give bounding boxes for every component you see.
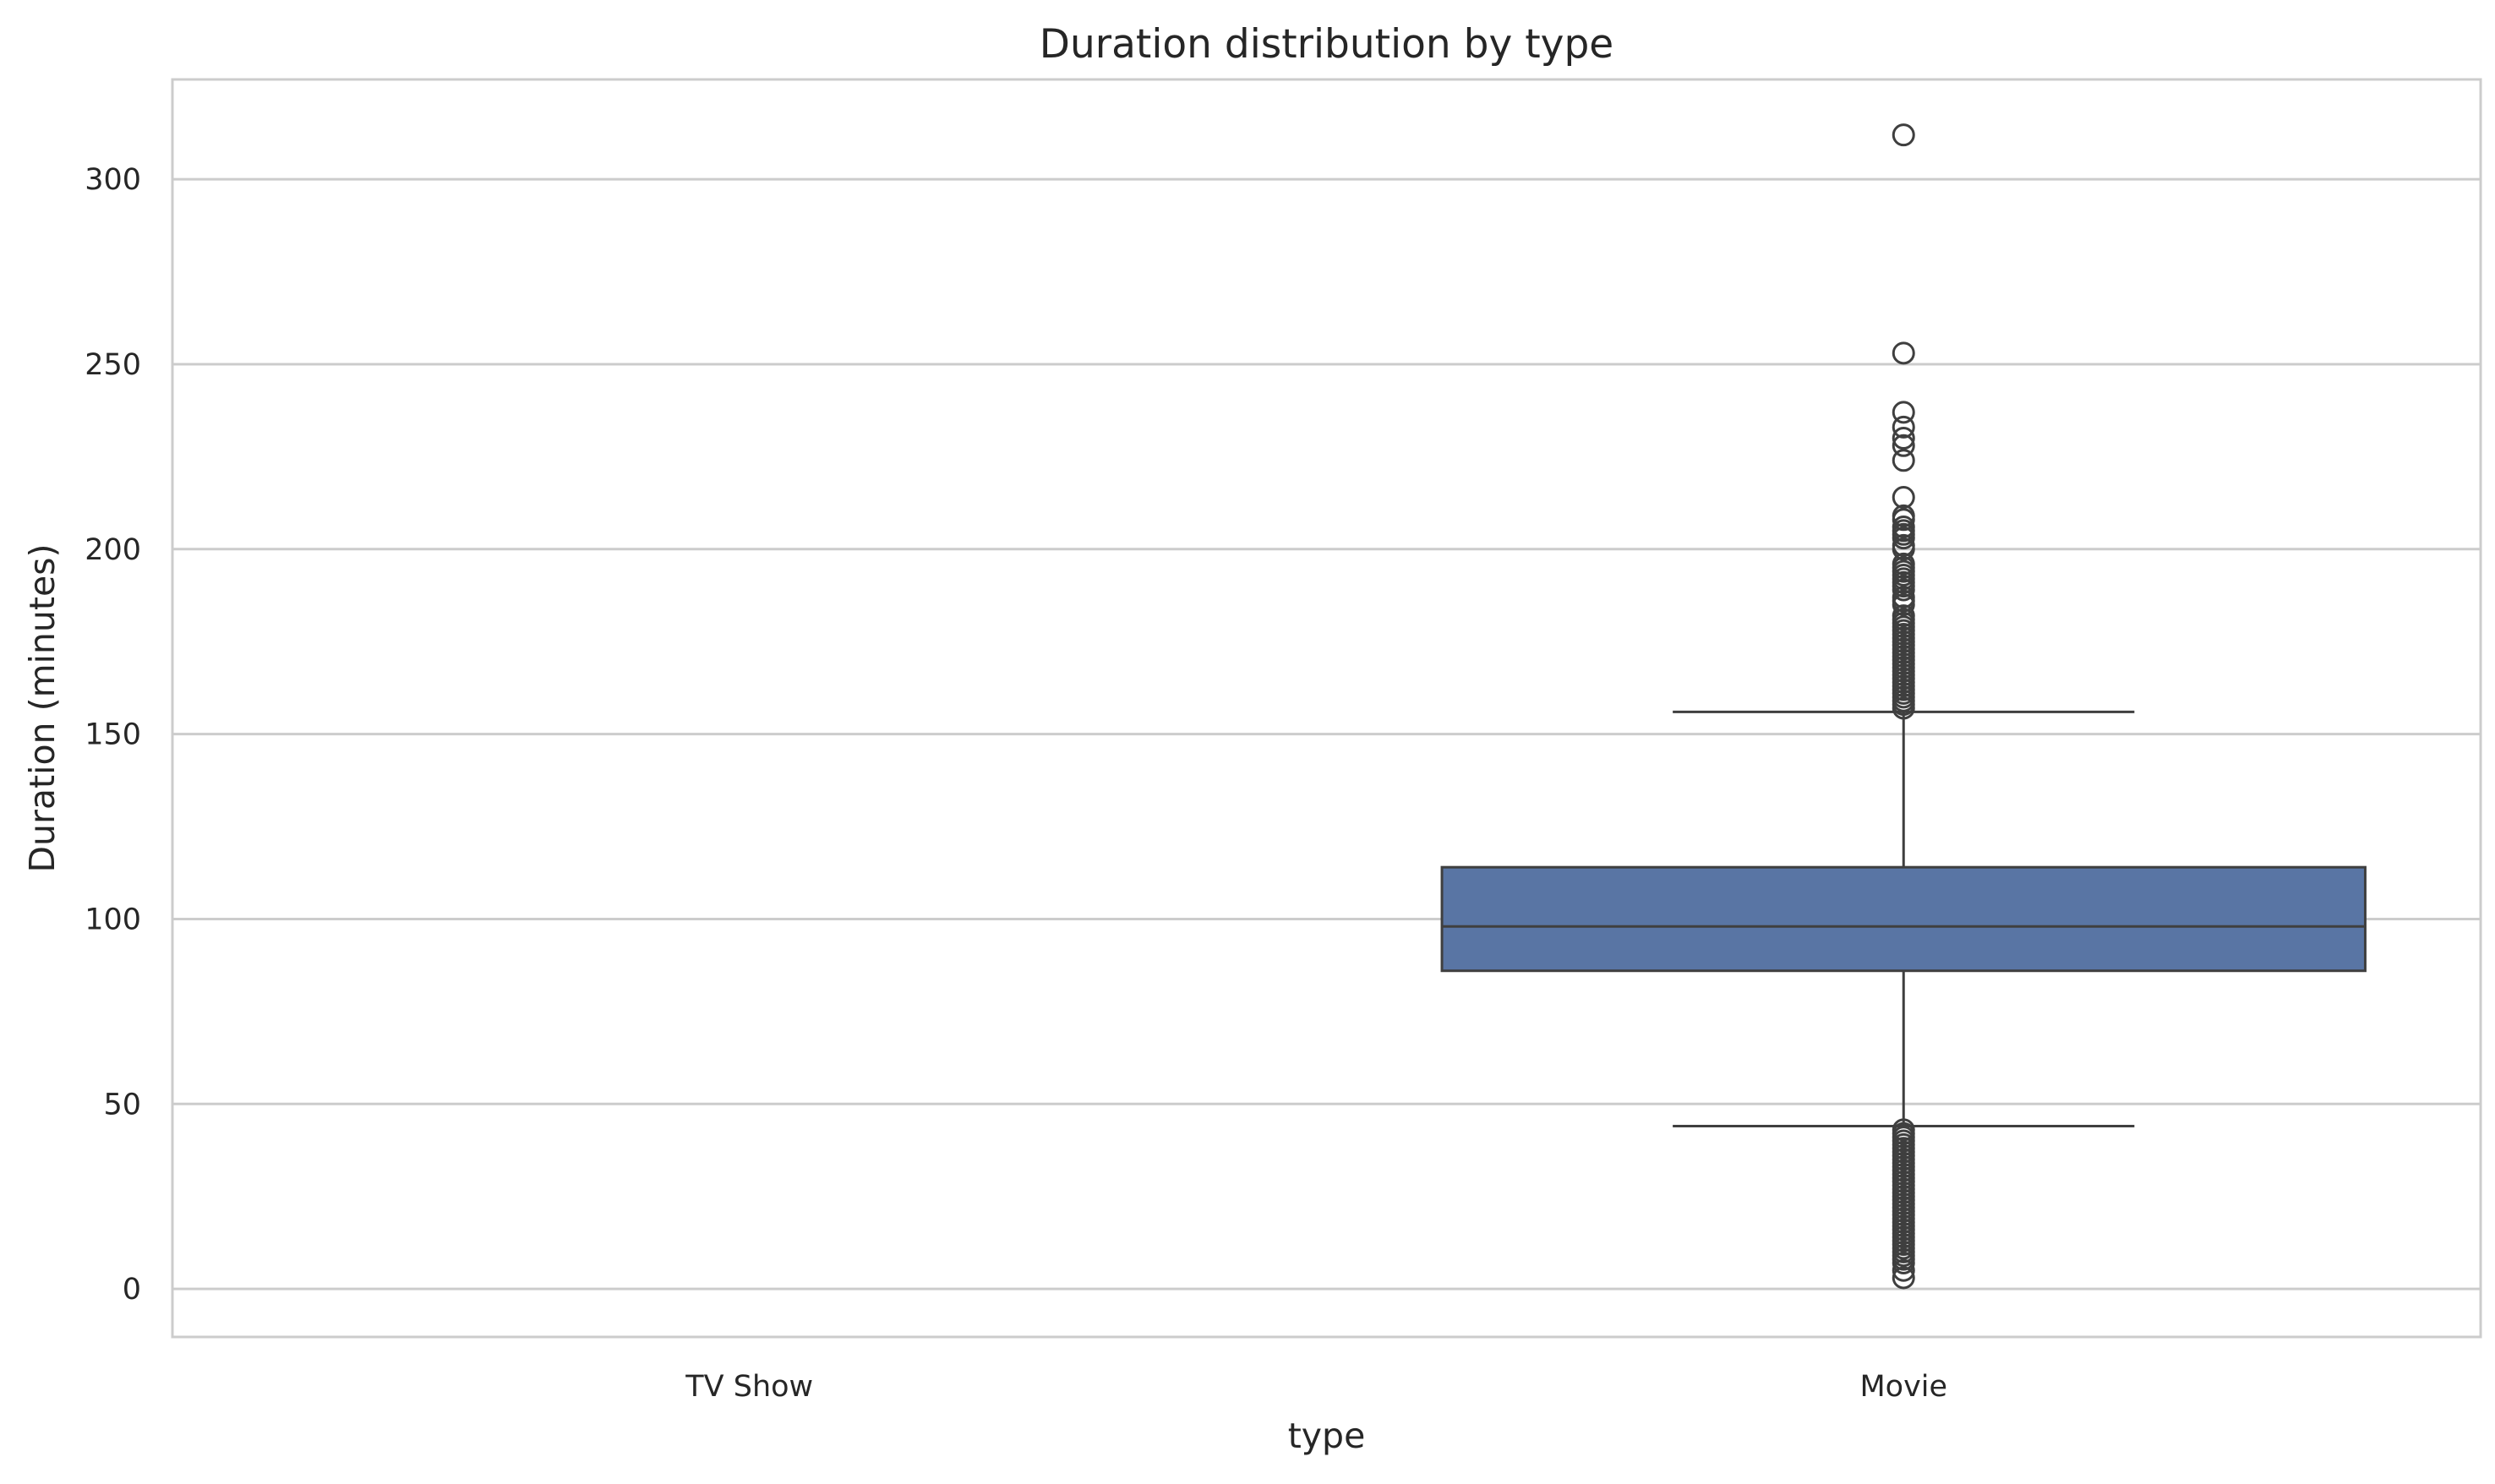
outlier-point <box>1892 434 1915 457</box>
grid-layer <box>172 177 2481 1290</box>
outlier-point <box>1892 486 1915 510</box>
y-tick-label: 150 <box>85 718 141 752</box>
x-axis-label: type <box>1288 1416 1366 1456</box>
outlier-point <box>1892 1258 1915 1282</box>
y-tick-label: 50 <box>103 1088 141 1121</box>
outlier-point <box>1892 123 1915 147</box>
outlier-point <box>1892 516 1915 539</box>
chart-title: Duration distribution by type <box>1040 21 1613 68</box>
outlier-point <box>1892 449 1915 472</box>
tick-labels: 0 50 100 150 200 250 300 TV Show Movie <box>85 163 1947 1404</box>
outlier-point <box>1892 504 1915 527</box>
x-tick-label: TV Show <box>685 1370 813 1404</box>
iqr-box <box>1440 865 2367 973</box>
y-tick-label: 300 <box>85 163 141 197</box>
x-tick-label: Movie <box>1859 1370 1947 1404</box>
y-axis-label: Duration (minutes) <box>22 543 63 872</box>
outlier-point <box>1892 1266 1915 1290</box>
y-tick-label: 0 <box>123 1273 141 1307</box>
box-layer <box>1440 123 2367 1290</box>
outlier-point <box>1892 586 1915 609</box>
outlier-point <box>1892 401 1915 424</box>
outlier-point <box>1892 552 1915 576</box>
plot-area-frame <box>171 78 2482 1339</box>
outlier-point <box>1892 1118 1915 1142</box>
outlier-point <box>1892 604 1915 628</box>
outlier-point <box>1892 533 1915 557</box>
outlier-point <box>1892 427 1915 450</box>
y-tick-label: 100 <box>85 903 141 936</box>
outlier-point <box>1892 341 1915 365</box>
outlier-point <box>1892 415 1915 439</box>
y-tick-label: 200 <box>85 533 141 567</box>
y-tick-label: 250 <box>85 348 141 382</box>
